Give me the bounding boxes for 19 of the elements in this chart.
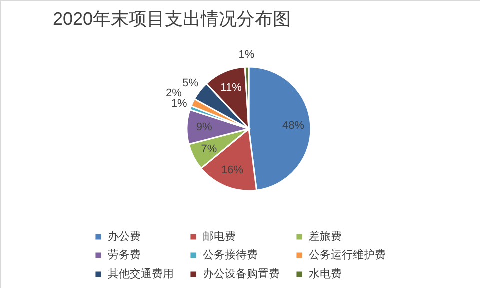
legend-label: 水电费 [309, 268, 342, 280]
legend-label: 公务运行维护费 [309, 248, 386, 262]
data-label: 9% [196, 122, 213, 134]
data-label: 5% [182, 78, 199, 90]
data-label: 16% [222, 164, 244, 177]
data-label: 11% [220, 82, 242, 94]
legend-label: 劳务费 [108, 248, 141, 262]
data-label: 1% [171, 98, 188, 110]
chart-title: 2020年末项目支出情况分布图 [53, 9, 292, 29]
legend-label: 办公设备购置费 [203, 268, 280, 280]
data-label: 48% [282, 120, 305, 132]
legend-label: 公务接待费 [203, 248, 258, 262]
data-label: 1% [238, 49, 255, 62]
legend-label: 其他交通费用 [108, 268, 174, 280]
legend-label: 邮电费 [203, 230, 236, 243]
data-label: 2% [166, 88, 182, 100]
legend-label: 差旅费 [309, 230, 342, 243]
legend-label: 办公费 [108, 230, 141, 243]
data-label: 7% [201, 143, 218, 156]
